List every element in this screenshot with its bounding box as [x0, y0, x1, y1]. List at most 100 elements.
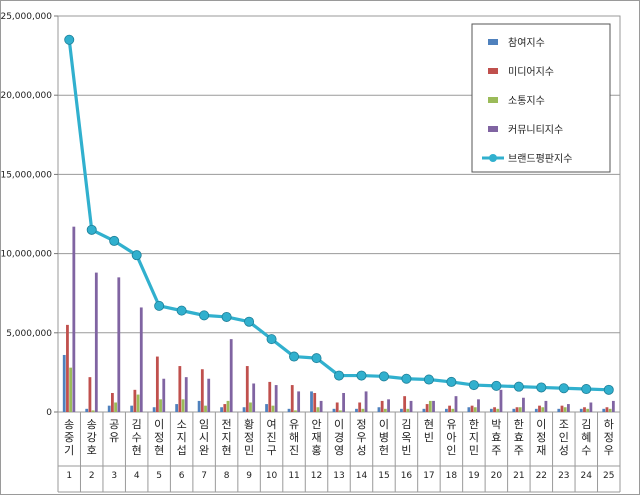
bar — [139, 307, 143, 412]
bar — [409, 400, 413, 412]
bar — [589, 402, 593, 412]
legend-label: 소통지수 — [508, 95, 545, 107]
bar — [515, 407, 519, 412]
bar — [107, 405, 111, 412]
x-rank-label: 15 — [378, 471, 389, 481]
bar — [94, 272, 98, 412]
x-rank-label: 5 — [156, 471, 162, 481]
bar — [567, 404, 570, 412]
line-point — [64, 34, 75, 45]
bar — [242, 407, 246, 412]
bar — [223, 404, 227, 412]
y-axis: 0 5,000,000 10,000,000 15,000,000 20,000,000… — [0, 12, 58, 418]
bar — [364, 391, 368, 412]
bar — [133, 389, 137, 412]
bar — [294, 410, 297, 412]
legend-swatch — [488, 68, 498, 74]
bar — [85, 408, 89, 412]
bar — [406, 408, 410, 412]
bar — [111, 392, 114, 412]
bar — [538, 405, 541, 412]
line-point — [491, 380, 502, 391]
line-point — [221, 311, 232, 322]
bar — [489, 408, 493, 412]
bar — [425, 404, 429, 412]
bar — [377, 407, 381, 412]
bar — [62, 354, 66, 412]
legend-swatch — [488, 126, 498, 132]
x-rank-label: 20 — [491, 471, 503, 481]
bar — [245, 366, 249, 412]
bar — [518, 407, 522, 412]
bar — [355, 408, 358, 412]
bar — [493, 407, 496, 412]
bar — [114, 402, 117, 412]
line-series-group — [64, 34, 614, 395]
bar — [499, 389, 503, 412]
bar — [310, 391, 313, 412]
y-tick-label: 10,000,000 — [0, 250, 52, 260]
bar — [207, 378, 211, 412]
bar — [271, 405, 275, 412]
x-rank-label: 11 — [288, 471, 299, 481]
legend-label: 브랜드평판지수 — [508, 153, 572, 165]
bar — [387, 399, 390, 412]
x-rank-label: 19 — [468, 471, 480, 481]
bar — [200, 369, 204, 412]
bar — [563, 407, 567, 412]
legend-label: 미디어지수 — [508, 66, 554, 78]
bar — [608, 408, 612, 412]
x-rank-label: 1 — [66, 471, 72, 481]
legend-marker — [489, 154, 497, 162]
bar — [178, 366, 182, 412]
x-rank-label: 25 — [603, 471, 614, 481]
line-point — [446, 376, 457, 387]
bar — [297, 391, 301, 412]
bar — [586, 408, 590, 412]
bar — [181, 399, 185, 412]
x-rank-label: 14 — [356, 471, 368, 481]
line-point — [603, 384, 614, 395]
y-tick-label: 20,000,000 — [0, 91, 52, 101]
y-tick-label: 15,000,000 — [0, 170, 52, 180]
bar — [152, 407, 156, 412]
bar — [470, 405, 474, 412]
bar — [229, 339, 233, 412]
y-tick-label: 0 — [46, 408, 52, 418]
line-point — [423, 374, 434, 385]
bar — [496, 408, 500, 412]
bar — [611, 400, 615, 412]
bar — [220, 407, 223, 412]
bar — [358, 402, 362, 412]
bar — [249, 402, 252, 412]
bar — [380, 400, 384, 412]
line-point — [513, 381, 524, 392]
bar — [66, 324, 69, 412]
bar — [316, 407, 320, 412]
line-point — [244, 316, 255, 327]
bar — [512, 408, 516, 412]
bar — [339, 410, 342, 412]
bar — [445, 408, 448, 412]
x-rank-label: 24 — [581, 471, 593, 481]
line-point — [536, 382, 547, 393]
bar — [560, 405, 564, 412]
bar — [534, 408, 538, 412]
line-point — [378, 371, 389, 382]
bar — [204, 405, 207, 412]
bar — [557, 408, 561, 412]
